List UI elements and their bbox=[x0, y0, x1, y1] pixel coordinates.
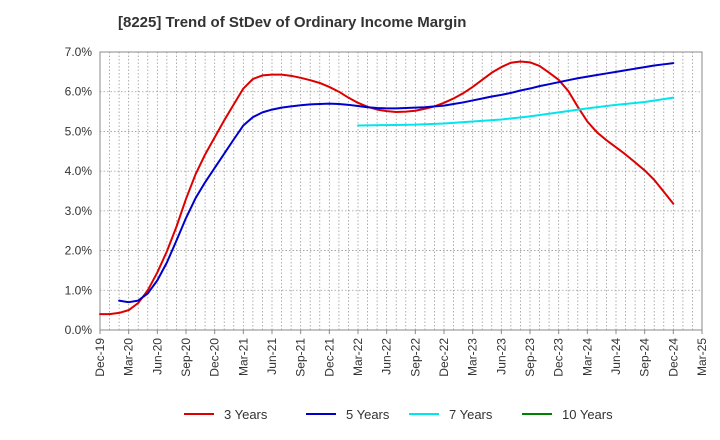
legend-label-7-years: 7 Years bbox=[449, 407, 493, 422]
x-tick-label: Dec-19 bbox=[93, 338, 107, 377]
x-tick-label: Sep-23 bbox=[523, 338, 537, 377]
axis-layer: 0.0% 1.0% 2.0% 3.0% 4.0% 5.0% 6.0% 7.0% Dec-19 Ma… bbox=[65, 45, 709, 377]
x-tick-label: Dec-24 bbox=[666, 338, 680, 377]
y-tick-label: 1.0% bbox=[65, 283, 93, 297]
x-tick-label: Jun-24 bbox=[609, 338, 623, 375]
y-tick-label: 7.0% bbox=[65, 45, 93, 59]
x-tick-label: Mar-22 bbox=[351, 338, 365, 376]
plot-area bbox=[100, 52, 702, 330]
x-tick-label: Jun-22 bbox=[380, 338, 394, 375]
series-layer bbox=[99, 60, 675, 316]
series-line-3-years bbox=[99, 60, 675, 316]
x-tick-label: Sep-24 bbox=[638, 338, 652, 377]
x-tick-label: Mar-25 bbox=[695, 338, 709, 376]
chart-title: [8225] Trend of StDev of Ordinary Income… bbox=[118, 14, 467, 31]
legend-label-10-years: 10 Years bbox=[562, 407, 613, 422]
x-tick-label: Mar-24 bbox=[580, 338, 594, 376]
x-tick-label: Mar-23 bbox=[466, 338, 480, 376]
x-tick-label: Mar-20 bbox=[122, 338, 136, 376]
legend: 3 Years 5 Years 7 Years 10 Years bbox=[184, 407, 613, 422]
legend-label-5-years: 5 Years bbox=[346, 407, 390, 422]
y-tick-label: 0.0% bbox=[65, 323, 93, 337]
x-tick-label: Jun-20 bbox=[150, 338, 164, 375]
y-tick-label: 4.0% bbox=[65, 164, 93, 178]
legend-label-3-years: 3 Years bbox=[224, 407, 268, 422]
x-tick-label: Dec-20 bbox=[208, 338, 222, 377]
series-line-7-years bbox=[357, 96, 675, 127]
y-tick-label: 3.0% bbox=[65, 204, 93, 218]
y-tick-label: 6.0% bbox=[65, 85, 93, 99]
x-tick-label: Mar-21 bbox=[236, 338, 250, 376]
series-line-5-years bbox=[118, 62, 675, 304]
x-tick-label: Sep-21 bbox=[294, 338, 308, 377]
x-tick-label: Sep-20 bbox=[179, 338, 193, 377]
plot-frame bbox=[99, 51, 703, 331]
x-tick-label: Jun-21 bbox=[265, 338, 279, 375]
x-tick-label: Dec-22 bbox=[437, 338, 451, 377]
x-tick-label: Jun-23 bbox=[494, 338, 508, 375]
y-tick-label: 2.0% bbox=[65, 244, 93, 258]
x-tick-label: Sep-22 bbox=[408, 338, 422, 377]
x-tick-label: Dec-23 bbox=[552, 338, 566, 377]
plot-background bbox=[100, 52, 702, 330]
y-tick-label: 5.0% bbox=[65, 124, 93, 138]
x-tick-label: Dec-21 bbox=[322, 338, 336, 377]
